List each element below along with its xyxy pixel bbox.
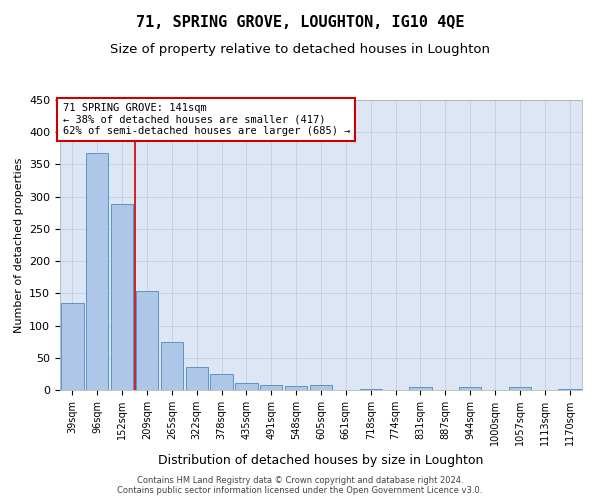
- Bar: [61, 303, 83, 390]
- X-axis label: Distribution of detached houses by size in Loughton: Distribution of detached houses by size …: [158, 454, 484, 466]
- Bar: [310, 385, 332, 390]
- Bar: [86, 153, 109, 390]
- Bar: [559, 388, 581, 390]
- Text: Contains HM Land Registry data © Crown copyright and database right 2024.
Contai: Contains HM Land Registry data © Crown c…: [118, 476, 482, 495]
- Bar: [211, 374, 233, 390]
- Bar: [459, 387, 481, 390]
- Bar: [161, 342, 183, 390]
- Bar: [136, 291, 158, 390]
- Text: 71 SPRING GROVE: 141sqm
← 38% of detached houses are smaller (417)
62% of semi-d: 71 SPRING GROVE: 141sqm ← 38% of detache…: [62, 103, 350, 136]
- Bar: [111, 204, 133, 390]
- Bar: [285, 386, 307, 390]
- Bar: [185, 367, 208, 390]
- Bar: [359, 388, 382, 390]
- Bar: [235, 383, 257, 390]
- Bar: [409, 387, 431, 390]
- Bar: [509, 387, 531, 390]
- Y-axis label: Number of detached properties: Number of detached properties: [14, 158, 23, 332]
- Text: 71, SPRING GROVE, LOUGHTON, IG10 4QE: 71, SPRING GROVE, LOUGHTON, IG10 4QE: [136, 15, 464, 30]
- Text: Size of property relative to detached houses in Loughton: Size of property relative to detached ho…: [110, 42, 490, 56]
- Bar: [260, 385, 283, 390]
